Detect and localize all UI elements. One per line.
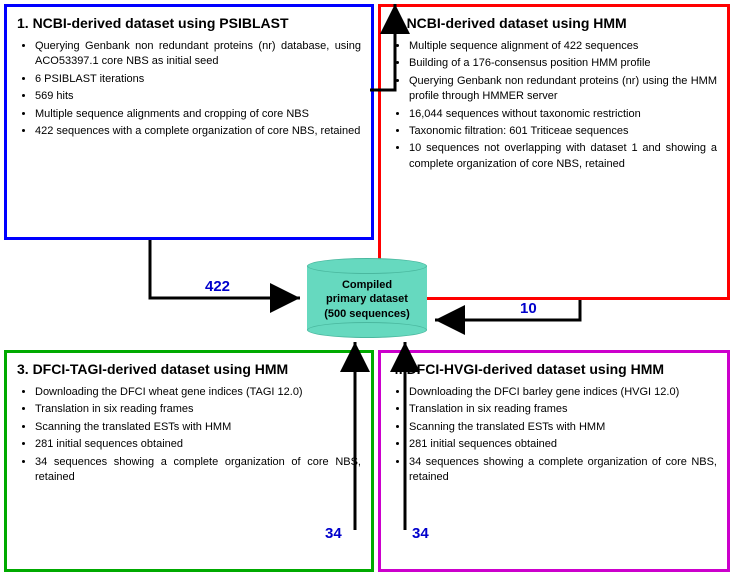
- list-item: 16,044 sequences without taxonomic restr…: [409, 107, 717, 122]
- list-item: Scanning the translated ESTs with HMM: [35, 420, 361, 435]
- box-title-4: 4. DFCI-HVGI-derived dataset using HMM: [391, 361, 717, 377]
- box-hvgi: 4. DFCI-HVGI-derived dataset using HMM D…: [378, 350, 730, 572]
- box-psiblast: 1. NCBI-derived dataset using PSIBLAST Q…: [4, 4, 374, 240]
- box-list-4: Downloading the DFCI barley gene indices…: [391, 385, 717, 485]
- box-title-3: 3. DFCI-TAGI-derived dataset using HMM: [17, 361, 361, 377]
- list-item: 281 initial sequences obtained: [409, 437, 717, 452]
- list-item: Multiple sequence alignments and croppin…: [35, 107, 361, 122]
- list-item: Querying Genbank non redundant proteins …: [35, 39, 361, 70]
- cyl-label: Compiled primary dataset (500 sequences): [307, 278, 427, 321]
- list-item: 422 sequences with a complete organizati…: [35, 124, 361, 139]
- list-item: Scanning the translated ESTs with HMM: [409, 420, 717, 435]
- list-item: Downloading the DFCI wheat gene indices …: [35, 385, 361, 400]
- arrow-num-34-right: 34: [412, 525, 429, 542]
- list-item: Downloading the DFCI barley gene indices…: [409, 385, 717, 400]
- list-item: 569 hits: [35, 89, 361, 104]
- box-hmm-ncbi: 2. NCBI-derived dataset using HMM Multip…: [378, 4, 730, 300]
- cyl-line2: primary dataset: [326, 293, 408, 305]
- list-item: Querying Genbank non redundant proteins …: [409, 74, 717, 105]
- box-title-1: 1. NCBI-derived dataset using PSIBLAST: [17, 15, 361, 31]
- cyl-line1: Compiled: [342, 279, 392, 291]
- list-item: Taxonomic filtration: 601 Triticeae sequ…: [409, 124, 717, 139]
- list-item: Multiple sequence alignment of 422 seque…: [409, 39, 717, 54]
- list-item: 34 sequences showing a complete organiza…: [409, 455, 717, 486]
- box-title-2: 2. NCBI-derived dataset using HMM: [391, 15, 717, 31]
- box-tagi: 3. DFCI-TAGI-derived dataset using HMM D…: [4, 350, 374, 572]
- cyl-bottom: [307, 322, 427, 338]
- box-list-2: Multiple sequence alignment of 422 seque…: [391, 39, 717, 172]
- list-item: 34 sequences showing a complete organiza…: [35, 455, 361, 486]
- compiled-dataset-cylinder: Compiled primary dataset (500 sequences): [307, 258, 427, 338]
- arrow-num-422: 422: [205, 278, 230, 295]
- box-list-1: Querying Genbank non redundant proteins …: [17, 39, 361, 139]
- list-item: Building of a 176-consensus position HMM…: [409, 56, 717, 71]
- list-item: 6 PSIBLAST iterations: [35, 72, 361, 87]
- arrow-num-34-left: 34: [325, 525, 342, 542]
- cyl-top: [307, 258, 427, 274]
- arrow-num-10: 10: [520, 300, 537, 317]
- list-item: 10 sequences not overlapping with datase…: [409, 141, 717, 172]
- list-item: 281 initial sequences obtained: [35, 437, 361, 452]
- list-item: Translation in six reading frames: [35, 402, 361, 417]
- list-item: Translation in six reading frames: [409, 402, 717, 417]
- box-list-3: Downloading the DFCI wheat gene indices …: [17, 385, 361, 485]
- cyl-line3: (500 sequences): [324, 308, 410, 320]
